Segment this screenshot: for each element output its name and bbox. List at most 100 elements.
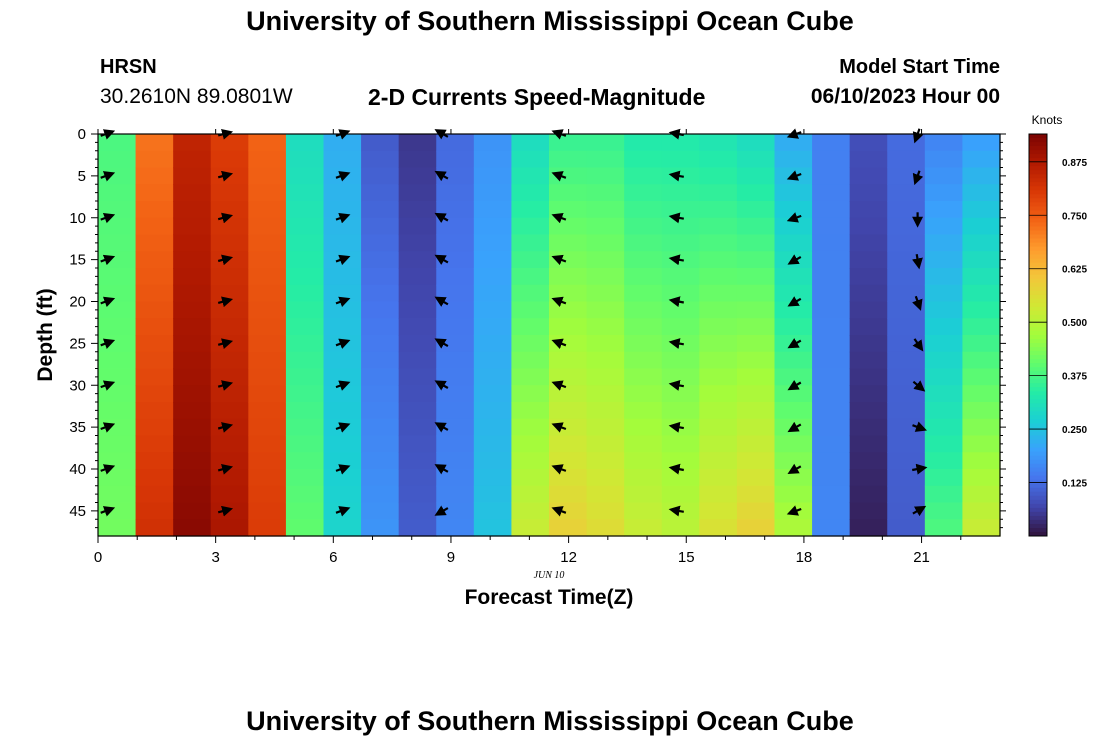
current-vector [551, 171, 567, 182]
heatmap-cell [98, 318, 137, 336]
heatmap-cell [887, 217, 926, 236]
heatmap-cell [285, 351, 325, 370]
heatmap-cell [624, 184, 663, 202]
y-tick-label: 20 [69, 294, 86, 311]
heatmap-cell [699, 167, 738, 185]
current-vector [787, 254, 802, 265]
heatmap-cell [586, 201, 625, 219]
heatmap-cell [511, 418, 550, 437]
heatmap-cell [661, 318, 700, 336]
heatmap-cell [736, 368, 776, 386]
heatmap-cell [849, 469, 888, 487]
heatmap-cell [924, 351, 964, 370]
x-tick-label: 6 [329, 549, 337, 566]
heatmap-cell [624, 268, 663, 286]
current-vector [787, 338, 802, 349]
heatmap-cell [849, 268, 888, 286]
heatmap-cell [924, 251, 964, 269]
heatmap-cell [135, 485, 174, 504]
colorbar-step [1029, 383, 1047, 388]
heatmap-cell [398, 217, 437, 236]
heatmap-cell [549, 284, 588, 303]
heatmap-cell [736, 184, 776, 202]
heatmap-cell [661, 234, 700, 252]
heatmap-cell [398, 402, 437, 420]
heatmap-cell [98, 452, 137, 470]
heatmap-cell [962, 368, 1001, 386]
current-vector [912, 254, 923, 270]
heatmap-cell [962, 251, 1001, 269]
heatmap-cell [323, 301, 362, 319]
colorbar-tick-label: 0.625 [1062, 265, 1087, 276]
colorbar-step [1029, 318, 1047, 324]
heatmap-cell [323, 485, 362, 504]
heatmap-cell [549, 268, 588, 286]
heatmap-cell [135, 201, 174, 219]
heatmap-cell [436, 201, 475, 219]
heatmap-cell [173, 385, 212, 403]
colorbar-tick-label: 0.750 [1062, 211, 1087, 222]
chart-subtitle: 2-D Currents Speed-Magnitude [368, 84, 706, 110]
colorbar-step [1029, 479, 1047, 485]
heatmap-cell [812, 402, 851, 420]
colorbar-step [1029, 451, 1047, 457]
current-vector [787, 463, 802, 475]
heatmap-cell [699, 150, 738, 169]
current-vector [217, 338, 234, 350]
heatmap-cell [699, 435, 738, 453]
heatmap-cell [398, 284, 437, 303]
heatmap-cell [624, 402, 663, 420]
heatmap-cell [361, 251, 400, 269]
heatmap-cell [98, 519, 137, 537]
heatmap-cell [398, 519, 437, 537]
heatmap-cell [962, 385, 1001, 403]
heatmap-cell [473, 519, 513, 537]
heatmap-cell [962, 452, 1001, 470]
colorbar-step [1029, 138, 1047, 143]
heatmap-cell [511, 318, 550, 336]
heatmap-cell [135, 217, 174, 236]
date-label: JUN 10 [534, 570, 565, 581]
heatmap-cell [473, 318, 513, 336]
colorbar-step [1029, 487, 1047, 493]
heatmap-cell [210, 184, 249, 202]
heatmap-cell [173, 301, 212, 319]
heatmap-cell [248, 318, 287, 336]
current-vector [434, 464, 449, 475]
current-vector [434, 170, 449, 182]
heatmap-cell [962, 519, 1001, 537]
heatmap-cell [812, 167, 851, 185]
colorbar-step [1029, 246, 1047, 252]
current-vector [787, 379, 802, 391]
heatmap-cell [924, 519, 964, 537]
current-vector [100, 171, 116, 182]
heatmap-cell [473, 502, 513, 520]
heatmap-cell [624, 167, 663, 185]
heatmap-cell [361, 167, 400, 185]
heatmap-cell [511, 284, 550, 303]
heatmap-cell [812, 134, 851, 152]
heatmap-cell [436, 301, 475, 319]
heatmap-cell [248, 469, 287, 487]
heatmap-cell [173, 435, 212, 453]
current-vector [786, 170, 802, 181]
colorbar-step [1029, 435, 1047, 441]
heatmap-cell [549, 251, 588, 269]
heatmap-cell [624, 368, 663, 386]
current-vector [335, 380, 351, 391]
heatmap-cell [849, 284, 888, 303]
heatmap-cell [173, 368, 212, 386]
heatmap-cell [323, 184, 362, 202]
heatmap-cell [210, 201, 249, 219]
heatmap-cell [173, 402, 212, 420]
colorbar-step [1029, 455, 1047, 461]
heatmap-cell [361, 485, 400, 504]
heatmap-cell [285, 234, 325, 252]
heatmap-cell [774, 284, 813, 303]
heatmap-cell [736, 301, 776, 319]
x-axis-ticks: 0 3 6 9 12 15 18 21 [94, 129, 962, 566]
current-vector [434, 380, 449, 391]
heatmap-cell [962, 150, 1001, 169]
heatmap-cell [173, 284, 212, 303]
footer-title: University of Southern Mississippi Ocean… [246, 706, 854, 736]
